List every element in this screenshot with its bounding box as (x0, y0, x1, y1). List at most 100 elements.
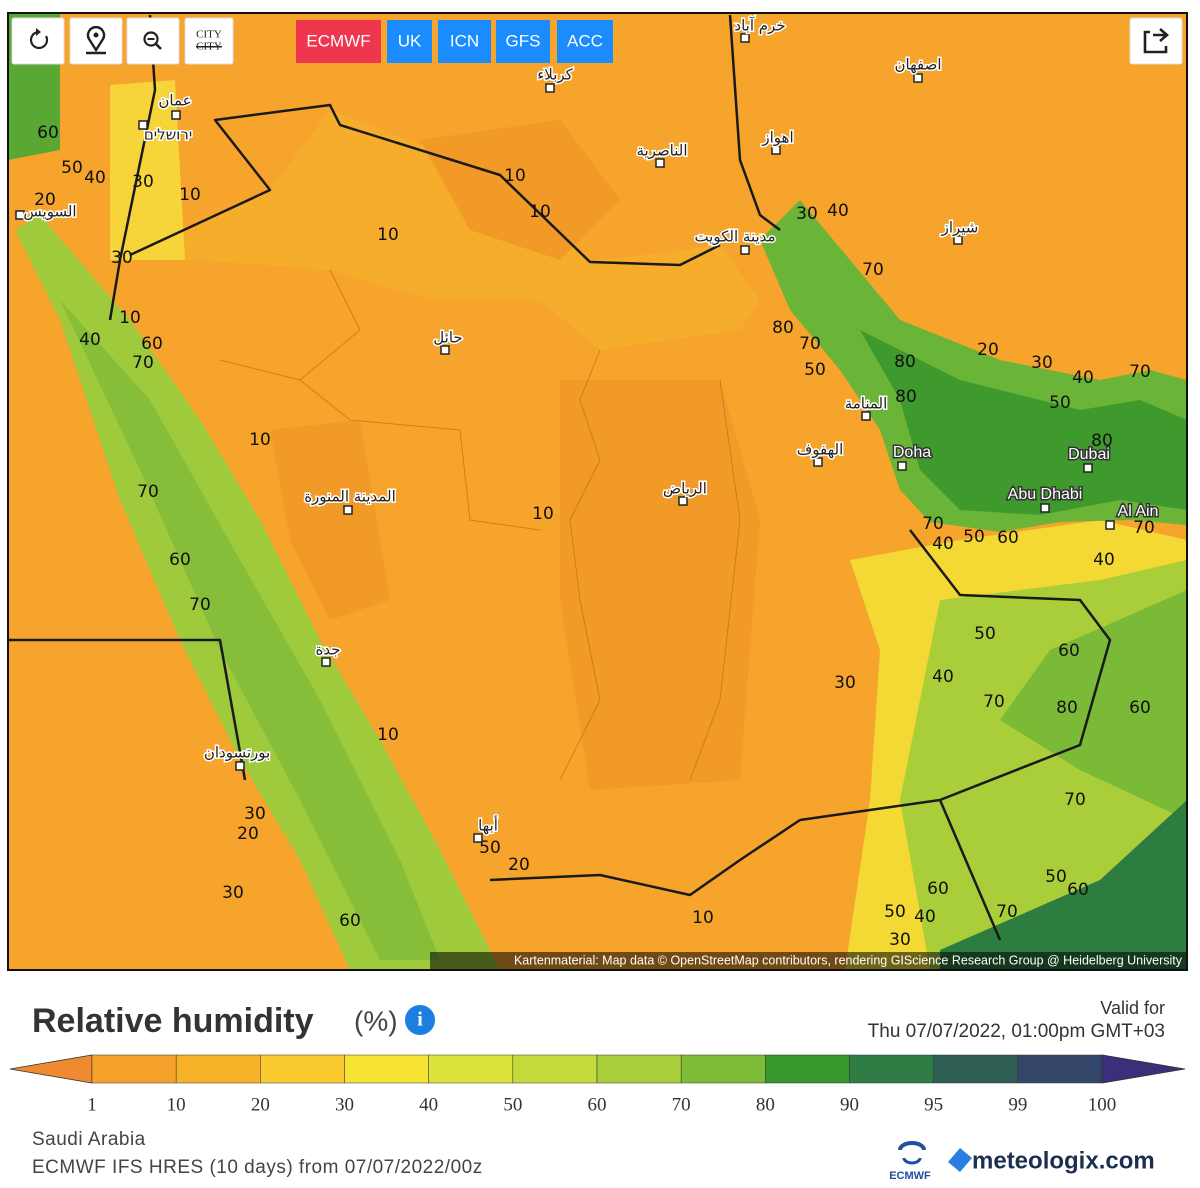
city-marker[interactable] (138, 120, 148, 130)
city-marker[interactable] (321, 657, 331, 667)
contour-label: 70 (132, 353, 154, 373)
city-marker[interactable] (171, 110, 181, 120)
border (129, 103, 721, 267)
humidity-area (1000, 590, 1187, 820)
colorbar-segment (680, 1054, 766, 1084)
city-marker[interactable] (440, 345, 450, 355)
colorbar-tick-label: 50 (503, 1094, 522, 1115)
city-label[interactable]: Doha (891, 443, 932, 463)
contour-label: 60 (37, 123, 59, 143)
contour-label: 20 (977, 340, 999, 360)
city-label[interactable]: الناصرية (635, 140, 689, 161)
city-marker[interactable] (813, 457, 823, 467)
ecmwf-logo (898, 1141, 926, 1151)
city-label[interactable]: حائل (432, 327, 464, 348)
colorbar-segment (344, 1054, 429, 1084)
city-marker[interactable] (1083, 463, 1093, 473)
city-marker[interactable] (473, 833, 483, 843)
city-label[interactable]: مدينة الكويت (693, 226, 777, 247)
contour-label: 70 (862, 260, 884, 280)
city-toggle-button[interactable] (184, 17, 234, 65)
colorbar-arrow (1101, 1054, 1186, 1084)
contour-label: 30 (111, 248, 133, 268)
contour-label: 40 (914, 907, 936, 927)
city-marker[interactable] (655, 158, 665, 168)
city-label[interactable]: المدينة المنورة (303, 486, 398, 507)
contour-label: 80 (895, 387, 917, 407)
city-label[interactable]: الرياض (662, 478, 709, 499)
contour-label: 70 (922, 514, 944, 534)
city-label[interactable]: Al Ain (1116, 502, 1160, 522)
city-label[interactable]: Dubai (1067, 445, 1112, 465)
city-label[interactable]: أبها (477, 814, 500, 836)
city-label[interactable]: شيراز (939, 217, 980, 238)
city-label[interactable]: عمان (157, 90, 193, 111)
humidity-area (60, 300, 440, 960)
colorbar-tick-label: 100 (1088, 1094, 1117, 1115)
map-frame (7, 12, 1188, 971)
city-label[interactable]: خرم آباد (733, 15, 787, 36)
share-button[interactable] (1129, 17, 1183, 65)
city-marker[interactable] (740, 33, 750, 43)
contour-label: 40 (1093, 550, 1115, 570)
model-button[interactable] (557, 20, 613, 63)
model-button-label: ICN (450, 31, 479, 50)
city-marker[interactable] (861, 411, 871, 421)
city-marker[interactable] (740, 245, 750, 255)
city-label[interactable]: Abu Dhabi (1006, 485, 1084, 505)
contour-label: 50 (1045, 867, 1067, 887)
zoom-icon (143, 31, 159, 47)
city-label[interactable]: المنامة (843, 393, 889, 414)
model-button[interactable] (387, 20, 432, 63)
zoom-out-button[interactable] (126, 17, 180, 65)
info-button[interactable] (405, 1005, 435, 1035)
city-label[interactable]: ירושלים (142, 124, 193, 145)
contour-label: 10 (529, 202, 551, 222)
city-marker[interactable] (15, 210, 25, 220)
city-marker[interactable] (897, 461, 907, 471)
city-marker[interactable] (953, 235, 963, 245)
city-label[interactable]: اهواز (760, 127, 795, 148)
city-marker[interactable] (1040, 503, 1050, 513)
city-marker[interactable] (678, 496, 688, 506)
model-button[interactable] (496, 20, 550, 63)
model-button[interactable] (296, 20, 381, 63)
city-marker[interactable] (771, 145, 781, 155)
model-button-label: ACC (567, 31, 603, 50)
valid-time: Thu 07/07/2022, 01:00pm GMT+03 (868, 1021, 1165, 1042)
city-marker[interactable] (235, 761, 245, 771)
reload-button[interactable] (11, 17, 65, 65)
city-label[interactable]: جدة (314, 639, 342, 660)
city-toggle-text: CITY (196, 29, 222, 41)
colorbar-segment (596, 1054, 682, 1084)
contour-label: 50 (61, 158, 83, 178)
city-label[interactable]: السويس (22, 201, 78, 222)
contour-label: 10 (532, 504, 554, 524)
city-label[interactable]: كربلاء (536, 64, 575, 85)
contour-label: 60 (169, 550, 191, 570)
colorbar-tick-label: 40 (419, 1094, 438, 1115)
humidity-area (270, 420, 390, 620)
location-button[interactable] (69, 17, 123, 65)
city-marker[interactable] (343, 505, 353, 515)
city-marker[interactable] (1105, 520, 1115, 530)
border (938, 799, 1002, 941)
city-label[interactable]: الهفوف (795, 439, 845, 460)
contour-label: 80 (1056, 698, 1078, 718)
city-label[interactable]: بورتسودان (202, 742, 271, 763)
contour-label: 40 (84, 168, 106, 188)
colorbar-tick-label: 60 (588, 1094, 607, 1115)
contour-label: 70 (1133, 518, 1155, 538)
city-marker[interactable] (913, 73, 923, 83)
city-marker[interactable] (545, 83, 555, 93)
contour-label: 40 (827, 201, 849, 221)
colorbar-segment (428, 1054, 514, 1084)
contour-label: 30 (889, 930, 911, 950)
contour-label: 70 (1129, 362, 1151, 382)
contour-label: 30 (834, 673, 856, 693)
model-button[interactable] (438, 20, 491, 63)
city-label[interactable]: اصفهان (893, 54, 943, 75)
reload-icon (36, 28, 41, 36)
